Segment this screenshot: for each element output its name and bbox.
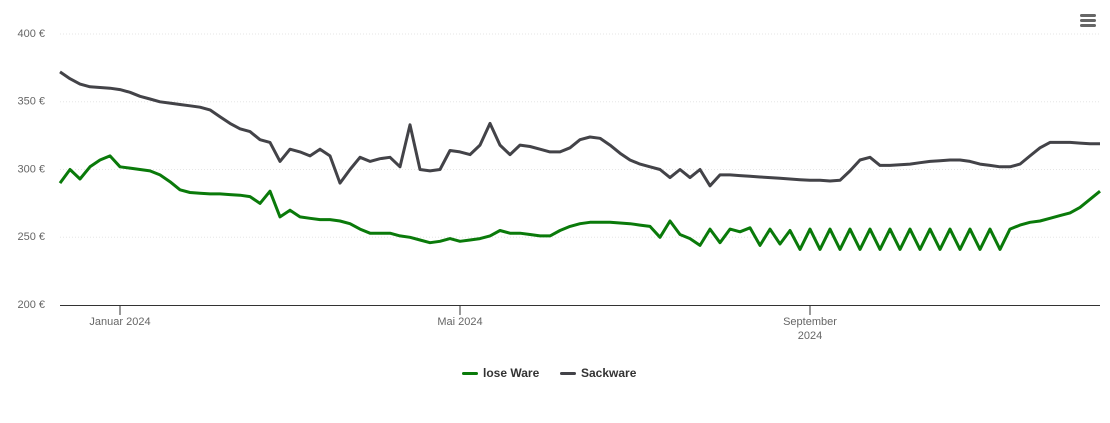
legend-item[interactable]: Sackware bbox=[560, 366, 636, 380]
y-tick-label: 350 € bbox=[17, 96, 45, 108]
legend-label: lose Ware bbox=[483, 366, 540, 380]
menu-bar bbox=[1080, 14, 1096, 17]
menu-bar bbox=[1080, 24, 1096, 27]
y-tick-label: 250 € bbox=[17, 231, 45, 243]
x-tick-label: September 2024 bbox=[783, 316, 837, 342]
legend-label: Sackware bbox=[581, 366, 637, 380]
legend-swatch bbox=[462, 371, 478, 375]
series-line bbox=[58, 154, 1101, 251]
series-line bbox=[59, 70, 1100, 188]
y-tick-label: 400 € bbox=[17, 28, 45, 40]
y-tick-label: 300 € bbox=[17, 163, 45, 175]
menu-icon[interactable] bbox=[1080, 14, 1096, 27]
menu-bar bbox=[1080, 19, 1096, 22]
x-tick-label: Januar 2024 bbox=[89, 316, 151, 328]
legend-swatch bbox=[560, 371, 576, 375]
legend-item[interactable]: lose Ware bbox=[462, 366, 539, 380]
x-tick-label: Mai 2024 bbox=[437, 316, 483, 328]
y-tick-label: 200 € bbox=[17, 299, 45, 311]
